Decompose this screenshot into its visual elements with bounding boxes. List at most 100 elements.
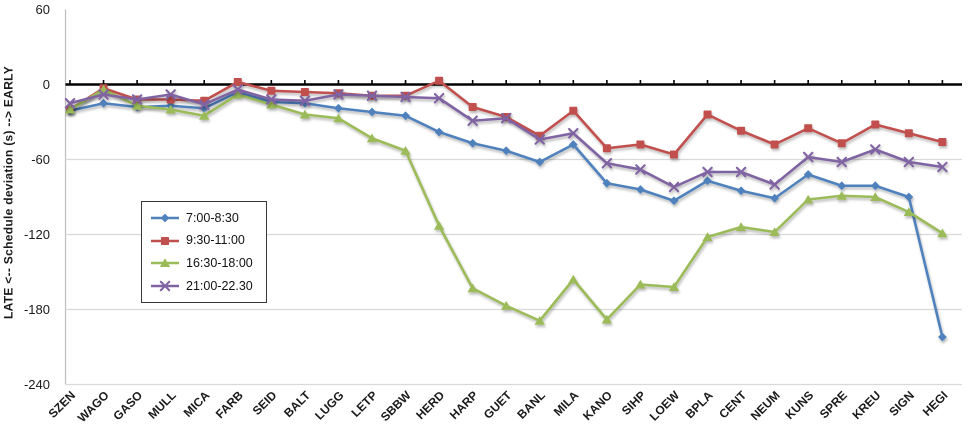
data-point [635, 279, 646, 289]
x-tick-label: MULL [145, 388, 178, 421]
x-tick-label: KUNS [782, 388, 816, 422]
data-point [703, 110, 712, 119]
data-point [232, 89, 243, 99]
x-tick-label: LETP [349, 388, 381, 420]
data-point [159, 258, 171, 268]
data-point [937, 161, 948, 173]
data-point [334, 103, 343, 113]
data-point [669, 196, 679, 206]
data-point [668, 181, 680, 193]
legend: 7:00-8:30 9:30-11:00 16:30-18:00 21:00-22.3… [141, 201, 267, 303]
y-axis-title: LATE <-- Schedule deviation (s) --> EARL… [1, 65, 16, 319]
x-tick-label: SBBW [378, 388, 414, 424]
y-tick-label: -180 [24, 302, 50, 317]
data-point [467, 115, 478, 126]
series-7:00-8:30 [65, 87, 947, 342]
data-point [199, 110, 210, 120]
data-point [736, 186, 746, 196]
x-tick-label: BALT [281, 388, 313, 420]
x-tick-label: LOEW [647, 388, 683, 424]
data-point [333, 89, 344, 100]
x-tick-label: NEUM [748, 388, 783, 423]
data-point [534, 134, 546, 145]
data-point [837, 139, 846, 148]
y-tick-label: -240 [24, 377, 50, 392]
data-point [903, 156, 915, 168]
x-tick-label: KANO [580, 388, 615, 423]
legend-label: 7:00-8:30 [186, 210, 239, 225]
x-tick-label: LUGG [312, 388, 346, 422]
data-point [669, 150, 678, 159]
data-point [601, 158, 613, 169]
data-point [435, 76, 444, 85]
legend-item: 7:00-8:30 [150, 211, 258, 225]
data-point [233, 78, 242, 86]
series-16:30-18:00 [64, 84, 948, 325]
data-point [769, 179, 780, 190]
data-point [366, 90, 378, 101]
legend-label: 16:30-18:00 [186, 256, 253, 271]
data-point [938, 332, 947, 342]
series-21:00-22.30 [64, 84, 948, 193]
x-tick-label: CENT [716, 388, 749, 421]
x-tick-label: SZEN [46, 388, 79, 421]
data-point [267, 86, 276, 95]
data-point [468, 103, 477, 111]
data-point [534, 315, 545, 325]
data-point [501, 146, 511, 156]
data-point [266, 94, 277, 105]
x-tick-label: BPLA [683, 388, 716, 421]
x-tick-label: GASO [110, 388, 145, 423]
series-line [69, 88, 943, 189]
legend-item: 16:30-18:00 [150, 256, 258, 270]
data-point [702, 166, 713, 178]
data-point [568, 274, 579, 284]
data-point [602, 144, 611, 153]
data-point [870, 144, 881, 155]
data-point [433, 220, 445, 230]
data-point [770, 193, 780, 203]
data-point [400, 91, 411, 103]
data-point [468, 138, 478, 148]
data-point [434, 127, 444, 137]
data-point [131, 100, 143, 110]
y-tick-label: -120 [24, 227, 50, 242]
data-point [333, 113, 344, 123]
data-point [703, 176, 712, 186]
legend-marker-diamond-icon [151, 213, 179, 223]
x-tick-label: HERD [413, 388, 447, 422]
data-point [668, 282, 680, 291]
data-point [300, 88, 309, 96]
data-point [99, 98, 108, 108]
legend-marker-square-icon [151, 236, 179, 245]
data-point [467, 283, 478, 293]
data-point [500, 113, 512, 124]
data-point [802, 151, 814, 163]
data-point [165, 89, 176, 100]
data-point [737, 126, 746, 135]
x-tick-label: SIHP [619, 388, 649, 418]
data-point [131, 94, 143, 105]
data-point [837, 181, 847, 191]
legend-label: 21:00-22.30 [186, 278, 253, 293]
data-point [635, 164, 646, 175]
data-point [501, 300, 512, 310]
x-tick-label: MILA [551, 388, 582, 419]
data-point [159, 280, 171, 292]
data-point [266, 99, 277, 109]
data-point [836, 190, 847, 200]
data-point [98, 89, 109, 100]
data-point [433, 93, 445, 104]
data-point [770, 140, 779, 149]
data-point [904, 129, 913, 138]
data-point [636, 185, 645, 194]
x-tick-label: KREU [849, 388, 883, 422]
legend-marker-x-icon [151, 280, 179, 292]
x-tick-label: GUET [481, 388, 515, 422]
data-point [198, 99, 210, 110]
data-point [769, 227, 780, 236]
data-point [735, 222, 747, 231]
data-point [938, 138, 947, 146]
data-point [64, 98, 76, 109]
data-point [601, 314, 613, 324]
